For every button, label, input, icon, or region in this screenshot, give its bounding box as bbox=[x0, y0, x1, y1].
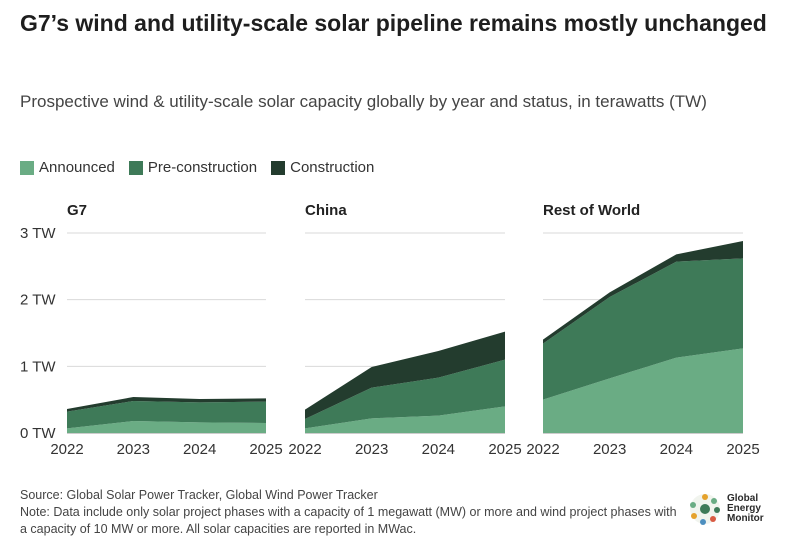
panel-title: Rest of World bbox=[543, 202, 640, 219]
x-tick-label: 2025 bbox=[249, 441, 282, 458]
x-tick-label: 2022 bbox=[50, 441, 83, 458]
x-tick-label: 2024 bbox=[422, 441, 455, 458]
logo-text: Global Energy Monitor bbox=[727, 494, 777, 524]
legend-label-construction: Construction bbox=[290, 159, 375, 176]
chart-subtitle: Prospective wind & utility-scale solar c… bbox=[20, 92, 707, 111]
y-tick-label: 3 TW bbox=[20, 225, 56, 242]
globe-logo-icon bbox=[690, 494, 720, 525]
x-tick-label: 2023 bbox=[593, 441, 626, 458]
legend-swatch-announced bbox=[20, 160, 34, 175]
legend-item-construction: Construction bbox=[271, 159, 374, 176]
x-tick-label: 2022 bbox=[288, 441, 321, 458]
x-tick-label: 2024 bbox=[660, 441, 693, 458]
area-pre-construction-g7 bbox=[67, 401, 266, 429]
legend-swatch-construction bbox=[271, 160, 286, 175]
area-announced-china bbox=[305, 406, 505, 433]
area-pre-construction-china bbox=[305, 359, 505, 429]
y-tick-label: 2 TW bbox=[20, 292, 56, 309]
x-tick-label: 2023 bbox=[355, 441, 388, 458]
logo-line-2: Energy bbox=[727, 503, 761, 514]
logo-line-1: Global bbox=[727, 493, 759, 504]
panel-title: G7 bbox=[67, 202, 87, 219]
panel-title: China bbox=[305, 202, 347, 219]
logo: Global Energy Monitor bbox=[688, 492, 777, 526]
x-tick-label: 2025 bbox=[488, 441, 521, 458]
x-tick-label: 2025 bbox=[726, 441, 759, 458]
area-announced-rest-of-world bbox=[543, 348, 743, 433]
area-announced-g7 bbox=[67, 421, 266, 433]
x-tick-label: 2024 bbox=[183, 441, 216, 458]
x-tick-label: 2023 bbox=[117, 441, 150, 458]
legend-swatch-preconstruction bbox=[128, 160, 143, 175]
x-tick-label: 2022 bbox=[526, 441, 559, 458]
area-construction-g7 bbox=[67, 397, 266, 412]
y-tick-label: 1 TW bbox=[20, 358, 56, 375]
legend-label-announced: Announced bbox=[39, 159, 115, 176]
y-tick-label: 0 TW bbox=[20, 425, 56, 442]
area-pre-construction-rest-of-world bbox=[543, 258, 743, 400]
legend-label-preconstruction: Pre-construction bbox=[147, 159, 258, 176]
legend: Announced Pre-construction Construction bbox=[20, 159, 374, 176]
source-note: Source: Global Solar Power Tracker, Glob… bbox=[20, 488, 378, 502]
chart-footer: Source: Global Solar Power Tracker, Glob… bbox=[20, 487, 680, 538]
data-note: Note: Data include only solar project ph… bbox=[20, 505, 677, 536]
area-construction-china bbox=[305, 331, 505, 419]
chart-title: G7’s wind and utility-scale solar pipeli… bbox=[20, 10, 767, 36]
legend-item-announced: Announced bbox=[20, 159, 115, 176]
legend-item-preconstruction: Pre-construction bbox=[128, 159, 258, 176]
area-construction-rest-of-world bbox=[543, 241, 743, 344]
logo-line-3: Monitor bbox=[727, 513, 764, 524]
